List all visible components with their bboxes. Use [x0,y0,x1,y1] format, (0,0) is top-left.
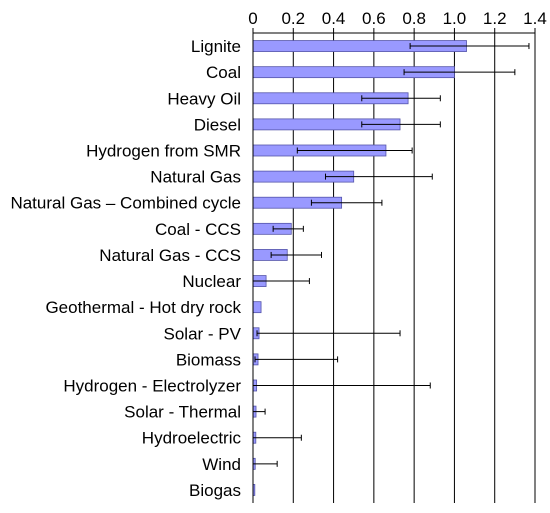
category-label: Geothermal - Hot dry rock [45,298,241,317]
category-labels: Lignite Coal Heavy Oil Diesel Hydrogen from … [10,37,241,500]
gridlines [292,33,536,503]
bars [252,40,467,496]
category-label: Biomass [176,350,241,369]
category-label: Lignite [191,37,241,56]
category-label: Nuclear [182,272,241,291]
x-tick-label: 0 [248,9,257,28]
category-label: Hydrogen - Electrolyzer [63,377,241,396]
category-label: Diesel [194,115,241,134]
category-label: Biogas [189,481,241,500]
bar [252,301,262,314]
category-label: Hydrogen from SMR [86,142,241,161]
category-label: Wind [202,455,241,474]
category-label: Solar - PV [164,324,242,343]
category-label: Hydroelectric [142,429,242,448]
category-label: Coal - CCS [155,220,241,239]
category-label: Coal [206,63,241,82]
category-label: Natural Gas - CCS [99,246,241,265]
x-tick-label: 0.4 [322,9,346,28]
error-bars [252,43,530,467]
tick-labels: 0 0.2 0.4 0.6 0.8 1.0 1.2 1.4 [248,9,547,28]
x-tick-label: 0.6 [362,9,386,28]
category-label: Heavy Oil [167,89,241,108]
category-label: Natural Gas [150,168,241,187]
x-tick-label: 1.2 [483,9,507,28]
category-label: Natural Gas – Combined cycle [10,194,241,213]
category-label: Solar - Thermal [124,403,241,422]
x-tick-label: 1.0 [443,9,467,28]
x-tick-label: 1.4 [523,9,547,28]
x-axis [252,28,536,503]
x-tick-label: 0.2 [281,9,305,28]
x-tick-label: 0.8 [402,9,426,28]
